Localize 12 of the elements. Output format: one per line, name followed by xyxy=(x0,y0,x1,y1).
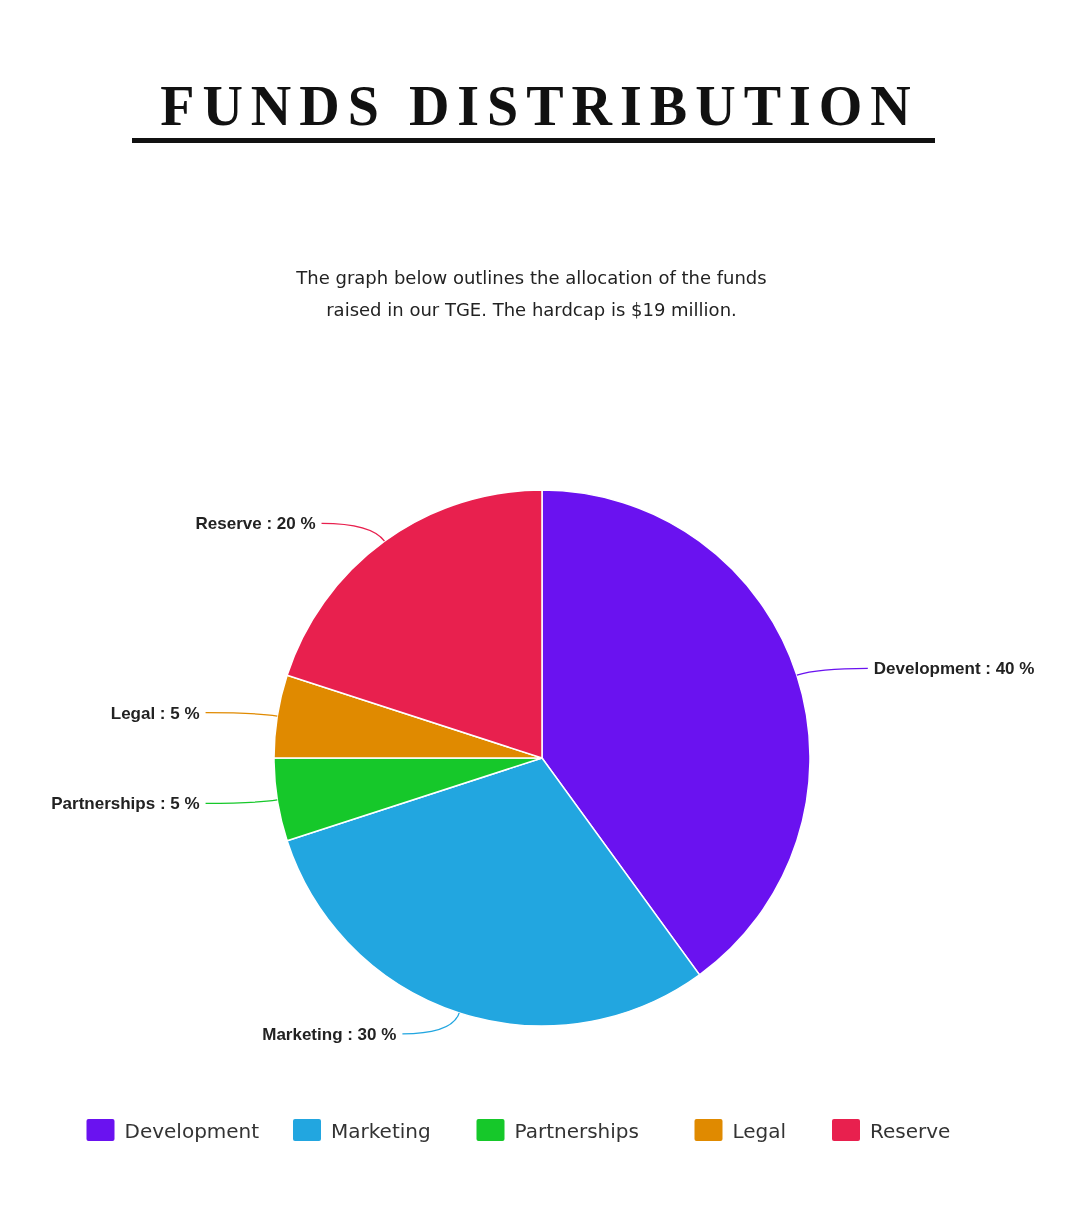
legend-label: Marketing xyxy=(331,1119,431,1143)
data-label: Reserve : 20 % xyxy=(195,514,316,534)
legend-label: Development xyxy=(124,1119,260,1143)
chart-title: FUNDS DISTRIBUTION xyxy=(160,75,919,137)
legend-label: Partnerships xyxy=(514,1119,639,1143)
legend-label: Legal xyxy=(732,1119,787,1143)
data-label: Development : 40 % xyxy=(873,659,1035,679)
data-label: Marketing : 30 % xyxy=(262,1024,397,1044)
chart-subtitle: The graph below outlines the allocation of the funds raised in our TGE. The hardcap is $19 million. xyxy=(295,267,767,320)
legend-label: Reserve xyxy=(870,1119,951,1143)
data-label: Partnerships : 5 % xyxy=(51,794,200,814)
data-label: Legal : 5 % xyxy=(110,703,200,723)
